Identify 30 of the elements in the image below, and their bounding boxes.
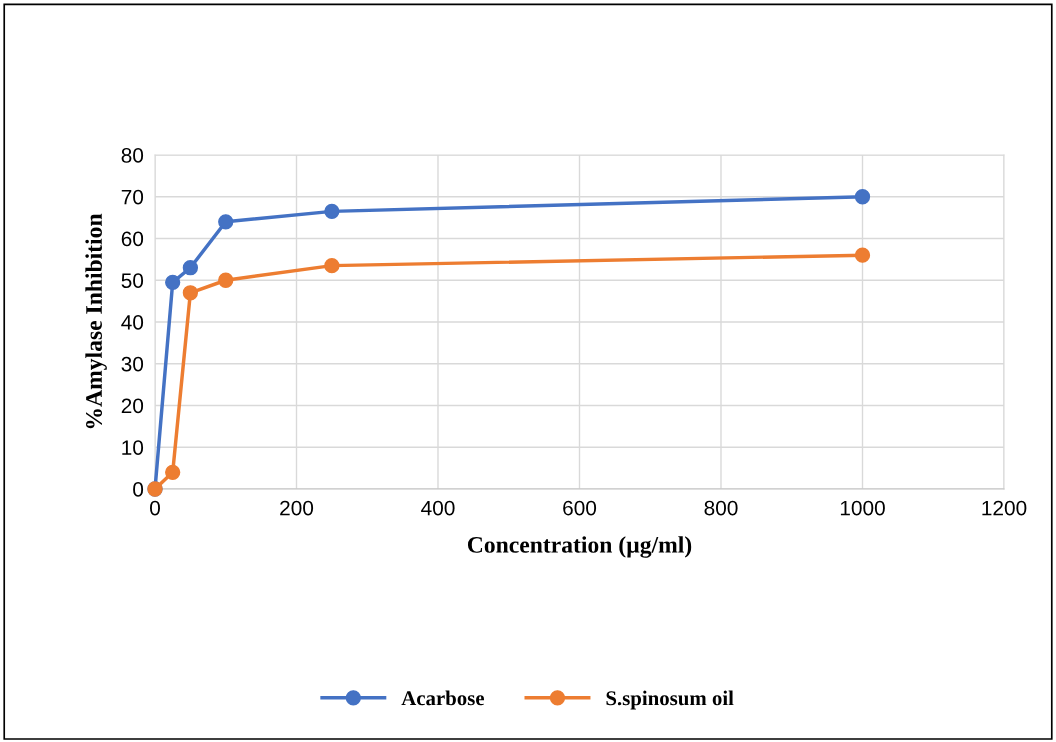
point: [324, 203, 340, 220]
x-axis-title: Concentration (µg/ml): [467, 536, 692, 558]
y-tick-label: 40: [121, 315, 144, 330]
legend-label: Acarbose: [401, 690, 485, 706]
x-tick-label: 200: [280, 500, 314, 516]
y-tick-label: 70: [121, 189, 144, 205]
y-tick-label: 80: [121, 148, 144, 163]
x-tick-label: 1200: [982, 500, 1027, 516]
y-tick-label: 20: [121, 398, 144, 414]
point: [182, 285, 199, 301]
legend-label: S.spinosum oil: [606, 690, 734, 710]
point: [165, 274, 181, 290]
point: [182, 260, 199, 276]
point: [165, 464, 181, 480]
y-tick-label: 10: [122, 440, 144, 455]
point: [854, 189, 871, 205]
point: [218, 272, 234, 288]
point: [324, 257, 340, 274]
y-tick-label: 50: [121, 273, 144, 288]
y-tick-label: 60: [121, 231, 144, 247]
x-tick-label: 400: [421, 500, 455, 516]
x-tick-label: 800: [704, 500, 738, 516]
point: [218, 214, 234, 230]
x-tick-label: 1000: [840, 500, 885, 516]
x-tick-label: 600: [563, 500, 597, 516]
y-axis-title: %Amylase Inhibition: [85, 213, 107, 429]
y-tick-label: 0: [133, 482, 144, 497]
point: [854, 247, 871, 263]
y-tick-label: 30: [121, 356, 144, 372]
x-tick-label: 0: [150, 500, 160, 516]
